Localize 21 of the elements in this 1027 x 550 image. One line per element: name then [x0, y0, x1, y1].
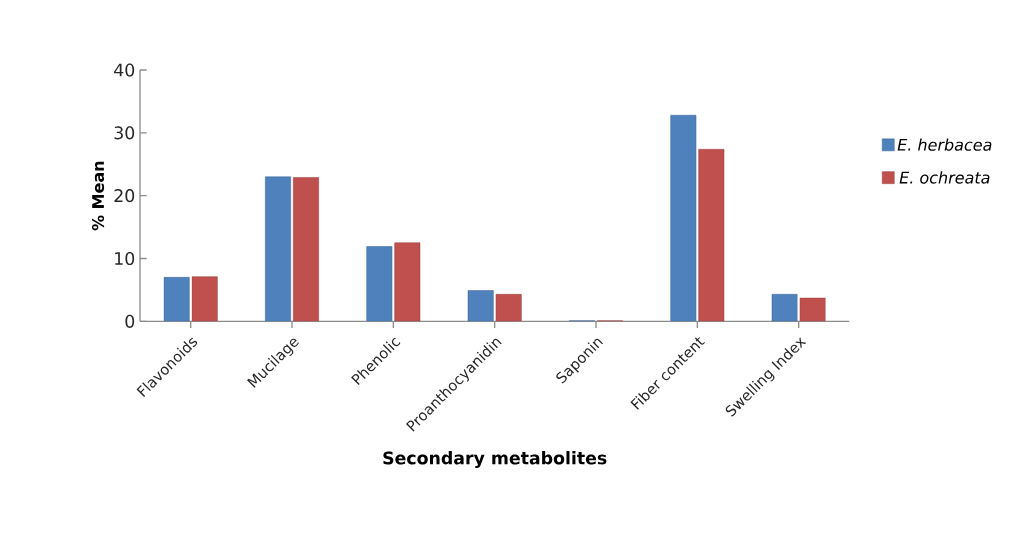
legend-label: E. ochreata — [899, 171, 990, 184]
bar — [799, 297, 826, 322]
x-axis-title: Secondary metabolites — [383, 451, 607, 468]
bar — [191, 276, 218, 322]
legend-label: E. herbacea — [897, 138, 992, 151]
bar — [293, 177, 319, 322]
bar — [771, 294, 798, 322]
y-tick-label: 20 — [114, 189, 135, 203]
y-tick-label: 10 — [115, 251, 135, 266]
bar — [670, 114, 697, 322]
bar — [698, 148, 725, 322]
y-tick-label: 40 — [114, 63, 135, 77]
bar — [394, 242, 421, 322]
bar — [467, 290, 494, 322]
bar — [495, 294, 522, 322]
y-tick-label: 0 — [125, 314, 135, 328]
bar — [265, 176, 291, 322]
y-tick-label: 30 — [114, 126, 135, 140]
bar — [163, 277, 190, 322]
y-axis-title: % Mean — [91, 161, 105, 231]
bar — [366, 246, 393, 322]
